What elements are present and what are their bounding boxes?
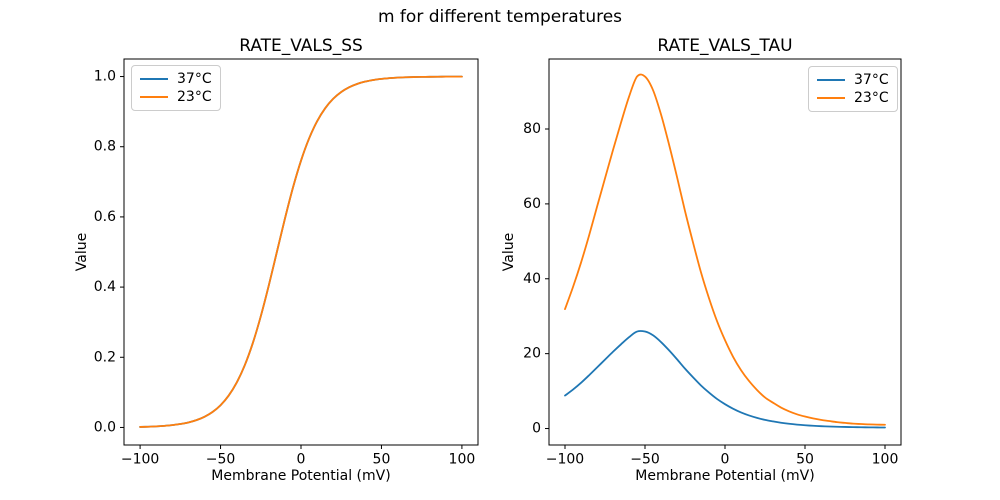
legend: 37°C 23°C [808, 66, 898, 112]
x-tick-label: −100 [121, 452, 159, 468]
y-axis-label-ss: Value [74, 232, 90, 272]
y-tick-label: 0.4 [94, 279, 116, 295]
figure-title: m for different temperatures [377, 7, 623, 27]
x-tick-label: 100 [449, 452, 476, 468]
legend-label: 23°C [177, 89, 212, 105]
subplot-title-ss: RATE_VALS_SS [239, 36, 363, 56]
axes-frame [123, 58, 479, 446]
x-tick-label: 100 [872, 452, 899, 468]
x-tick-label: 50 [373, 452, 391, 468]
y-tick-label: 80 [523, 121, 541, 137]
y-tick-label: 0.6 [94, 209, 116, 225]
y-tick-label: 1.0 [94, 69, 116, 85]
legend-entry: 37°C [817, 71, 889, 89]
legend-line-swatch [817, 97, 845, 99]
legend-entry: 37°C [140, 70, 212, 88]
curve-23c [139, 75, 463, 428]
x-tick-label: −50 [206, 452, 236, 468]
legend-label: 23°C [854, 90, 889, 106]
y-axis-label-tau: Value [501, 232, 517, 272]
y-tick-label: 40 [523, 271, 541, 287]
legend-line-swatch [817, 79, 845, 81]
curve-23c [564, 73, 886, 426]
legend-entry: 23°C [817, 89, 889, 107]
y-tick-label: 0.8 [94, 139, 116, 155]
legend-entry: 23°C [140, 88, 212, 106]
subplot-title-tau: RATE_VALS_TAU [657, 36, 793, 56]
x-tick-label: 50 [796, 452, 814, 468]
y-tick-label: 0 [532, 421, 541, 437]
x-tick-label: 0 [297, 452, 306, 468]
y-tick-label: 0.2 [94, 349, 116, 365]
legend: 37°C 23°C [131, 65, 221, 111]
y-tick-label: 60 [523, 196, 541, 212]
legend-line-swatch [140, 96, 168, 98]
y-tick-label: 20 [523, 346, 541, 362]
x-axis-label-ss: Membrane Potential (mV) [211, 468, 391, 484]
legend-label: 37°C [177, 71, 212, 87]
y-tick-label: 0.0 [94, 419, 116, 435]
legend-line-swatch [140, 78, 168, 80]
x-axis-label-tau: Membrane Potential (mV) [635, 468, 815, 484]
x-tick-label: 0 [721, 452, 730, 468]
x-tick-label: −50 [630, 452, 660, 468]
axes-frame [548, 58, 902, 446]
legend-label: 37°C [854, 72, 889, 88]
x-tick-label: −100 [546, 452, 584, 468]
curve-37c [564, 330, 886, 429]
curve-37c [139, 75, 463, 428]
